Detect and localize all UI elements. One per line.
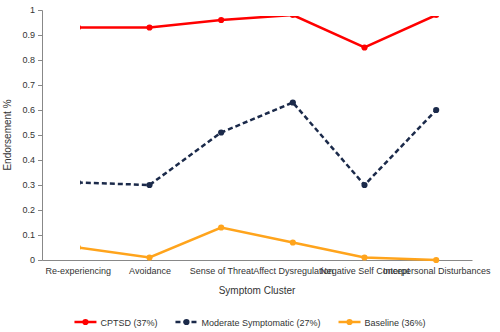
y-tick: 0.4 [22,155,42,165]
series [80,16,439,51]
legend-item: Moderate Symptomatic (27%) [175,318,320,328]
chart: 0 0.1 0.2 0.3 0.4 0.5 0.6 0.7 0.8 0.9 1 Re-experien… [0,0,500,332]
legend-marker [183,319,189,325]
series-marker [433,16,439,18]
y-tick-mark [38,35,42,36]
series-layer [80,16,439,263]
y-tick: 0.9 [22,30,42,40]
series-marker [146,182,152,188]
y-tick-label: 0.6 [22,105,35,115]
y-tick-label: 0.8 [22,55,35,65]
series-marker [80,179,81,185]
series-marker [361,254,367,260]
series-marker [290,239,296,245]
legend-item: CPTSD (37%) [74,318,157,328]
y-tick-label: 0.7 [22,80,35,90]
y-tick: 0.8 [22,55,42,65]
series [80,224,439,263]
y-tick-mark [38,135,42,136]
legend: CPTSD (37%) Moderate Symptomatic (27%) Bas… [74,318,425,328]
series-marker [146,254,152,260]
x-axis-title: Symptom Cluster [219,285,296,296]
y-tick-mark [38,85,42,86]
series-line [80,16,436,48]
y-tick-label: 0.9 [22,30,35,40]
series-marker [290,99,296,105]
y-axis-title: Endorsement % [2,99,13,170]
series-marker [361,44,367,50]
x-tick: Re-experiencing [46,260,112,276]
series-marker [433,257,439,263]
series-marker [218,17,224,23]
x-axis: Re-experiencingAvoidanceSense of ThreatA… [43,260,491,276]
y-tick-label: 0.1 [22,230,35,240]
plot: 0 0.1 0.2 0.3 0.4 0.5 0.6 0.7 0.8 0.9 1 Re-experien… [22,5,490,276]
x-tick-label: Avoidance [129,266,171,276]
y-tick: 0.3 [22,180,42,190]
y-tick-label: 0 [30,255,35,265]
y-tick-label: 0.2 [22,205,35,215]
series-marker [146,24,152,30]
series-line [80,103,436,186]
series-marker [290,16,296,18]
y-tick: 0.7 [22,80,42,90]
y-tick-mark [38,110,42,111]
legend-label: CPTSD (37%) [100,318,157,328]
series-marker [218,224,224,230]
x-tick-label: Interpersonal Disturbances [383,266,491,276]
y-tick-label: 0.4 [22,155,35,165]
legend-label: Moderate Symptomatic (27%) [201,318,320,328]
series [80,99,439,188]
y-tick-mark [38,210,42,211]
series-marker [361,182,367,188]
y-tick-mark [38,185,42,186]
x-tick-label: Re-experiencing [46,266,112,276]
y-tick-mark [38,60,42,61]
x-tick: Avoidance [129,260,171,276]
y-axis-line [38,11,43,261]
y-tick: 1 [30,5,42,15]
y-tick: 0.1 [22,230,42,240]
y-tick: 0.6 [22,105,42,115]
series-marker [433,107,439,113]
series-line [80,228,436,261]
y-axis: 0 0.1 0.2 0.3 0.4 0.5 0.6 0.7 0.8 0.9 1 [22,5,42,265]
x-tick: Sense of Threat [190,260,254,276]
x-tick-label: Sense of Threat [190,266,254,276]
y-tick-label: 0.5 [22,130,35,140]
y-tick-mark [38,260,42,261]
y-tick-mark [38,160,42,161]
series-marker [80,244,81,250]
y-tick: 0.2 [22,205,42,215]
legend-marker [82,319,88,325]
y-tick-mark [38,10,42,11]
y-tick-mark [38,235,42,236]
y-tick: 0.5 [22,130,42,140]
legend-label: Baseline (36%) [365,318,426,328]
legend-marker [346,319,352,325]
y-tick-label: 1 [30,5,35,15]
series-marker [80,24,81,30]
y-tick: 0 [30,255,42,265]
series-marker [218,129,224,135]
y-tick-label: 0.3 [22,180,35,190]
legend-item: Baseline (36%) [339,318,426,328]
